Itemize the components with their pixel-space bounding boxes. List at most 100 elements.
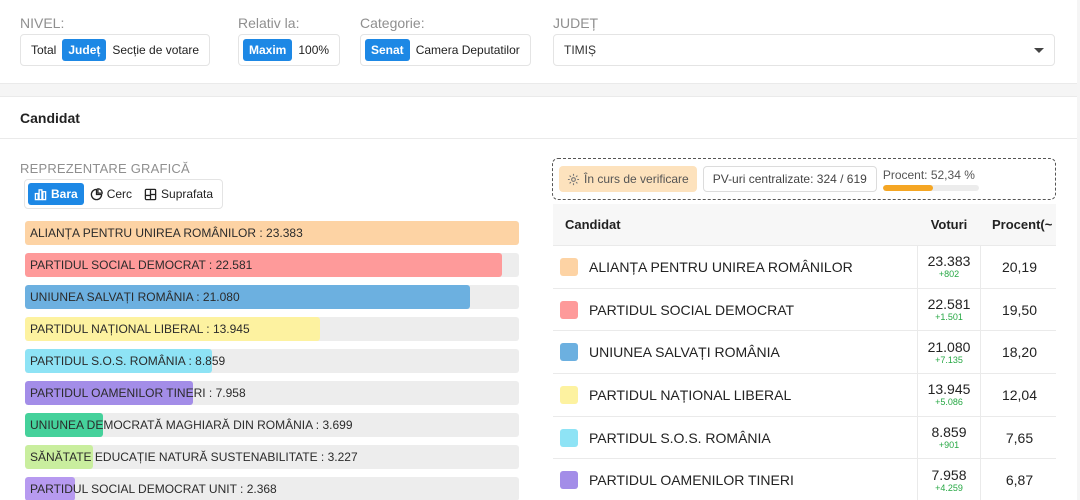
votes-delta: +802 xyxy=(938,269,960,280)
chart-type-tabs: Bara Cerc Suprafata xyxy=(24,179,224,209)
votes-value: 23.383 xyxy=(927,253,971,270)
bar-row[interactable]: ALIANȚA PENTRU UNIREA ROMÂNILOR : 23.383 xyxy=(25,221,519,245)
bar-chart: ALIANȚA PENTRU UNIREA ROMÂNILOR : 23.383… xyxy=(25,221,519,500)
gear-icon xyxy=(567,173,580,185)
bar-label: SĂNĂTATE EDUCAȚIE NATURĂ SUSTENABILITATE… xyxy=(30,450,358,464)
table-row[interactable]: PARTIDUL NAȚIONAL LIBERAL 13.945 +5.086 12,… xyxy=(553,374,1056,417)
votes-delta: +1.501 xyxy=(935,312,963,323)
categorie-option-camera[interactable]: Camera Deputatilor xyxy=(415,43,520,57)
percent-value: 12,04 xyxy=(1001,386,1038,403)
votes-cell: 22.581 +1.501 xyxy=(917,288,981,331)
candidate-name: PARTIDUL OAMENILOR TINERI xyxy=(589,472,794,489)
progress-track xyxy=(882,184,979,191)
percent-value: 7,65 xyxy=(1005,429,1034,446)
color-swatch xyxy=(560,257,578,276)
filter-nivel-label: NIVEL: xyxy=(20,15,65,31)
bar-row[interactable]: SĂNĂTATE EDUCAȚIE NATURĂ SUSTENABILITATE… xyxy=(25,445,519,469)
filter-bar: NIVEL: Total Județ Secție de votare Rela… xyxy=(0,0,1077,84)
votes-cell: 21.080 +7.135 xyxy=(917,331,981,374)
pv-count-badge: PV-uri centralizate: 324 / 619 xyxy=(702,166,877,192)
nivel-option-total[interactable]: Total xyxy=(31,43,57,57)
candidate-cell: ALIANȚA PENTRU UNIREA ROMÂNILOR xyxy=(553,246,917,288)
bar-fill xyxy=(25,253,503,277)
representation-label: REPREZENTARE GRAFICĂ xyxy=(20,161,190,176)
relativ-option-maxim[interactable]: Maxim xyxy=(243,39,293,61)
candidate-name: PARTIDUL S.O.S. ROMÂNIA xyxy=(589,429,771,446)
votes-delta: +7.135 xyxy=(935,354,963,365)
judet-select-value: TIMIȘ xyxy=(564,43,596,57)
candidate-cell: PARTIDUL SOCIAL DEMOCRAT xyxy=(553,289,917,331)
filter-nivel-options: Total Județ Secție de votare xyxy=(20,34,211,66)
bar-label: PARTIDUL OAMENILOR TINERI : 7.958 xyxy=(30,386,246,400)
candidate-name: PARTIDUL NAȚIONAL LIBERAL xyxy=(589,386,792,403)
nivel-option-sectie[interactable]: Secție de votare xyxy=(112,43,200,57)
filter-judet: JUDEȚ TIMIȘ xyxy=(553,14,1055,66)
filter-relativ-label: Relativ la: xyxy=(238,15,300,31)
candidate-cell: PARTIDUL S.O.S. ROMÂNIA xyxy=(553,417,917,459)
bar-label: UNIUNEA SALVAȚI ROMÂNIA : 21.080 xyxy=(30,290,240,304)
table-row[interactable]: PARTIDUL S.O.S. ROMÂNIA 8.859 +901 7,65 xyxy=(553,416,1056,460)
chevron-down-icon xyxy=(1034,47,1044,53)
table-row[interactable]: PARTIDUL OAMENILOR TINERI 7.958 +4.259 6,87 xyxy=(553,459,1056,500)
bar-row[interactable]: PARTIDUL SOCIAL DEMOCRAT UNIT : 2.368 xyxy=(25,477,519,500)
filter-categorie-options: Senat Camera Deputatilor xyxy=(360,34,531,66)
bar-fill xyxy=(25,349,213,373)
votes-value: 21.080 xyxy=(927,338,971,355)
bar-fill xyxy=(25,413,104,437)
filter-relativ: Relativ la: Maxim 100% xyxy=(238,14,341,66)
candidate-name: PARTIDUL SOCIAL DEMOCRAT xyxy=(589,301,795,318)
bar-chart-icon xyxy=(34,188,47,200)
votes-cell: 8.859 +901 xyxy=(917,416,981,459)
progress-fill xyxy=(882,184,934,191)
percent-value: 18,20 xyxy=(1001,344,1038,361)
bar-row[interactable]: PARTIDUL S.O.S. ROMÂNIA : 8.859 xyxy=(25,349,519,373)
candidat-panel: Candidat REPREZENTARE GRAFICĂ Bara Cerc … xyxy=(0,96,1077,500)
tab-cerc[interactable]: Cerc xyxy=(84,183,138,205)
bar-label: PARTIDUL SOCIAL DEMOCRAT UNIT : 2.368 xyxy=(30,482,277,496)
bar-fill xyxy=(25,445,94,469)
header-voturi[interactable]: Voturi xyxy=(930,217,968,232)
tab-bara-label: Bara xyxy=(51,187,78,201)
color-swatch xyxy=(560,385,578,404)
header-candidat[interactable]: Candidat xyxy=(565,217,621,232)
bar-label: ALIANȚA PENTRU UNIREA ROMÂNILOR : 23.383 xyxy=(30,226,303,240)
header-procent[interactable]: Procent(~ xyxy=(992,217,1053,232)
nivel-option-judet[interactable]: Județ xyxy=(62,39,107,61)
color-swatch xyxy=(560,428,578,447)
bar-row[interactable]: PARTIDUL OAMENILOR TINERI : 7.958 xyxy=(25,381,519,405)
table-row[interactable]: PARTIDUL SOCIAL DEMOCRAT 22.581 +1.501 19,5… xyxy=(553,288,1056,332)
votes-value: 13.945 xyxy=(927,381,971,398)
votes-cell: 7.958 +4.259 xyxy=(917,459,981,500)
panel-header: Candidat xyxy=(0,97,1077,139)
tab-cerc-label: Cerc xyxy=(106,187,133,201)
filter-relativ-options: Maxim 100% xyxy=(238,34,341,66)
table-row[interactable]: UNIUNEA SALVAȚI ROMÂNIA 21.080 +7.135 18,20 xyxy=(553,331,1056,375)
relativ-option-100[interactable]: 100% xyxy=(298,43,330,57)
pie-chart-icon xyxy=(90,187,103,200)
candidate-name: UNIUNEA SALVAȚI ROMÂNIA xyxy=(589,344,780,361)
table-row[interactable]: ALIANȚA PENTRU UNIREA ROMÂNILOR 23.383 +80… xyxy=(553,246,1056,289)
votes-cell: 23.383 +802 xyxy=(917,246,981,288)
bar-row[interactable]: UNIUNEA SALVAȚI ROMÂNIA : 21.080 xyxy=(25,285,519,309)
bar-row[interactable]: PARTIDUL NAȚIONAL LIBERAL : 13.945 xyxy=(25,317,519,341)
judet-select[interactable]: TIMIȘ xyxy=(553,34,1055,66)
filter-judet-label: JUDEȚ xyxy=(553,15,599,31)
verification-badge: În curs de verificare xyxy=(559,166,697,192)
candidate-cell: PARTIDUL OAMENILOR TINERI xyxy=(553,459,917,500)
candidate-cell: PARTIDUL NAȚIONAL LIBERAL xyxy=(553,374,917,416)
tab-suprafata[interactable]: Suprafata xyxy=(138,183,219,205)
categorie-option-senat[interactable]: Senat xyxy=(365,39,410,61)
bar-label: PARTIDUL NAȚIONAL LIBERAL : 13.945 xyxy=(30,322,250,336)
bar-label: PARTIDUL S.O.S. ROMÂNIA : 8.859 xyxy=(30,354,226,368)
votes-delta: +4.259 xyxy=(935,482,963,493)
filter-categorie: Categorie: Senat Camera Deputatilor xyxy=(360,14,531,66)
tab-bara[interactable]: Bara xyxy=(28,183,84,205)
bar-row[interactable]: UNIUNEA DEMOCRATĂ MAGHIARĂ DIN ROMÂNIA :… xyxy=(25,413,519,437)
percent-value: 19,50 xyxy=(1001,301,1038,318)
verification-status: În curs de verificare PV-uri centralizat… xyxy=(552,158,1056,200)
bar-row[interactable]: PARTIDUL SOCIAL DEMOCRAT : 22.581 xyxy=(25,253,519,277)
tab-suprafata-label: Suprafata xyxy=(161,187,214,201)
filter-categorie-label: Categorie: xyxy=(360,15,425,31)
table-body: ALIANȚA PENTRU UNIREA ROMÂNILOR 23.383 +80… xyxy=(553,246,1056,500)
percent-value: 20,19 xyxy=(1001,258,1038,275)
